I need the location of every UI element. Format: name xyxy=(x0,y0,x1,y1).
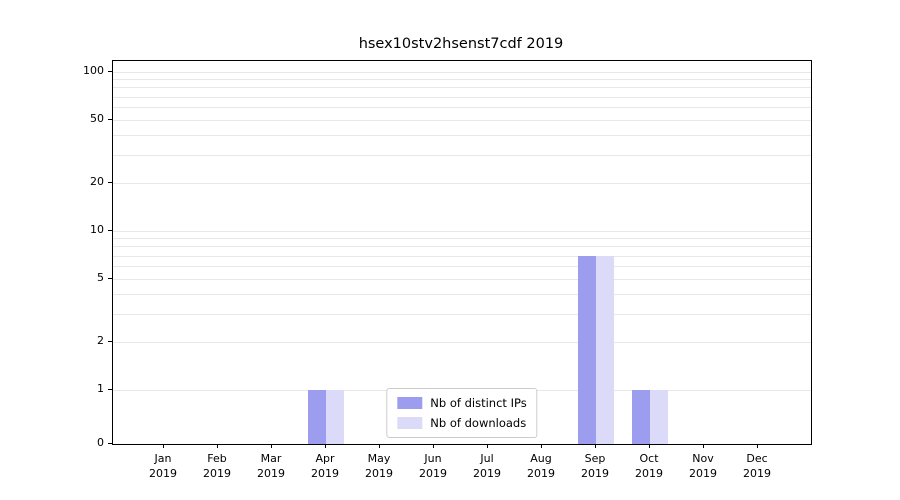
x-tick-mark xyxy=(379,444,380,448)
legend-label-distinct-ips: Nb of distinct IPs xyxy=(430,396,527,410)
gridline xyxy=(113,246,811,248)
bar-downloads xyxy=(596,255,614,444)
gridline xyxy=(113,119,811,121)
gridline xyxy=(113,79,811,81)
gridline xyxy=(113,87,811,89)
y-tick-label: 0 xyxy=(97,436,104,449)
x-tick-mark xyxy=(757,444,758,448)
y-tick-label: 2 xyxy=(97,334,104,348)
gridline xyxy=(113,96,811,98)
gridline xyxy=(113,314,811,316)
x-tick-mark xyxy=(433,444,434,448)
gridline xyxy=(113,278,811,280)
gridline xyxy=(113,72,811,73)
plot-area: Nb of distinct IPs Nb of downloads xyxy=(112,60,812,445)
x-tick-label: Nov 2019 xyxy=(689,452,717,480)
x-tick-mark xyxy=(325,444,326,448)
x-tick-mark xyxy=(163,444,164,448)
gridline xyxy=(113,231,811,232)
x-tick-label: Feb 2019 xyxy=(203,452,231,480)
y-tick-mark xyxy=(108,230,112,231)
legend-item-downloads: Nb of downloads xyxy=(397,416,526,430)
x-tick-label: Oct 2019 xyxy=(635,452,663,480)
bar-downloads xyxy=(650,390,668,444)
x-tick-mark xyxy=(217,444,218,448)
gridline xyxy=(113,238,811,240)
y-tick-label: 10 xyxy=(90,223,104,236)
x-tick-mark xyxy=(541,444,542,448)
y-tick-mark xyxy=(108,277,112,279)
gridline xyxy=(113,183,811,185)
gridline xyxy=(113,255,811,257)
bar-distinct-ips xyxy=(632,390,650,444)
y-tick-label: 1 xyxy=(97,382,104,395)
x-tick-mark xyxy=(595,444,596,448)
y-tick-mark xyxy=(108,71,112,72)
x-tick-label: Dec 2019 xyxy=(743,452,771,480)
x-tick-label: Apr 2019 xyxy=(311,452,339,480)
gridline xyxy=(113,342,811,344)
gridline xyxy=(113,135,811,137)
bar-downloads xyxy=(326,390,344,444)
y-tick-mark xyxy=(108,389,112,390)
bar-distinct-ips xyxy=(308,390,326,444)
x-tick-mark xyxy=(703,444,704,448)
x-tick-mark xyxy=(271,444,272,448)
x-tick-label: May 2019 xyxy=(365,452,393,480)
y-tick-label: 5 xyxy=(97,270,104,284)
legend-swatch-distinct-ips xyxy=(397,397,423,409)
y-tick-mark xyxy=(108,118,112,120)
chart-title: hsex10stv2hsenst7cdf 2019 xyxy=(358,36,564,52)
y-tick-label: 50 xyxy=(90,111,104,125)
y-tick-label: 100 xyxy=(83,64,104,77)
legend: Nb of distinct IPs Nb of downloads xyxy=(386,388,538,438)
legend-label-downloads: Nb of downloads xyxy=(430,416,527,430)
x-tick-mark xyxy=(649,444,650,448)
gridline xyxy=(113,107,811,109)
x-tick-label: Mar 2019 xyxy=(257,452,285,480)
x-tick-label: Jan 2019 xyxy=(149,452,177,480)
y-tick-label: 20 xyxy=(90,175,104,189)
gridline xyxy=(113,266,811,268)
gridline xyxy=(113,155,811,157)
bar-distinct-ips xyxy=(578,255,596,444)
gridline xyxy=(113,294,811,296)
legend-item-distinct-ips: Nb of distinct IPs xyxy=(397,396,527,410)
y-tick-mark xyxy=(108,182,112,184)
legend-swatch-downloads xyxy=(397,417,423,429)
x-tick-label: Jul 2019 xyxy=(473,452,501,480)
x-tick-mark xyxy=(487,444,488,448)
x-tick-label: Sep 2019 xyxy=(581,452,609,480)
x-tick-label: Jun 2019 xyxy=(419,452,447,480)
y-tick-mark xyxy=(108,443,112,444)
y-tick-mark xyxy=(108,341,112,343)
x-tick-label: Aug 2019 xyxy=(527,452,555,480)
